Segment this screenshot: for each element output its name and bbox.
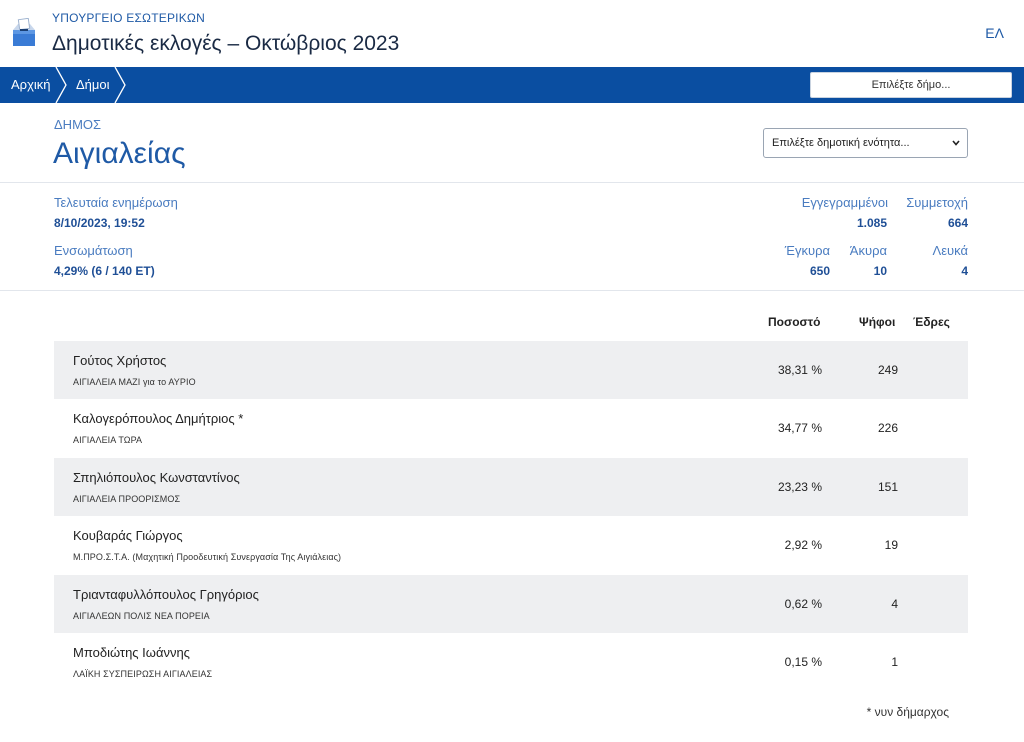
candidate-name: Τριανταφυλλόπουλος Γρηγόριος bbox=[73, 587, 259, 602]
turnout-value: 664 bbox=[947, 216, 968, 230]
ministry-name: ΥΠΟΥΡΓΕΙΟ ΕΣΩΤΕΡΙΚΩΝ bbox=[52, 11, 205, 25]
breadcrumb-home[interactable]: Αρχική bbox=[11, 77, 51, 92]
candidate-name: Γούτος Χρήστος bbox=[73, 353, 167, 368]
candidate-party: ΑΙΓΙΑΛΕΙΑ ΠΡΟΟΡΙΣΜΟΣ bbox=[73, 494, 181, 504]
candidate-name: Μποδιώτης Ιωάννης bbox=[73, 645, 190, 660]
language-switch[interactable]: ΕΛ bbox=[985, 25, 1004, 41]
ballot-box-icon[interactable] bbox=[10, 18, 38, 48]
table-row: Γούτος Χρήστος ΑΙΓΙΑΛΕΙΑ ΜΑΖΙ για το ΑΥΡ… bbox=[54, 341, 968, 399]
candidate-party: ΑΙΓΙΑΛΕΩΝ ΠΟΛΙΣ ΝΕΑ ΠΟΡΕΙΑ bbox=[73, 611, 210, 621]
integration-value: 4,29% (6 / 140 ΕΤ) bbox=[54, 264, 155, 278]
last-update-value: 8/10/2023, 19:52 bbox=[54, 216, 145, 230]
divider bbox=[0, 290, 1024, 291]
table-row: Τριανταφυλλόπουλος Γρηγόριος ΑΙΓΙΑΛΕΩΝ Π… bbox=[54, 575, 968, 633]
turnout-label: Συμμετοχή bbox=[906, 195, 968, 210]
registered-value: 1.085 bbox=[856, 216, 887, 230]
table-row: Σπηλιόπουλος Κωνσταντίνος ΑΙΓΙΑΛΕΙΑ ΠΡΟΟ… bbox=[54, 458, 968, 516]
candidate-percent: 38,31 % bbox=[777, 363, 822, 377]
candidate-party: ΑΙΓΙΑΛΕΙΑ ΤΩΡΑ bbox=[73, 435, 143, 445]
candidate-percent: 0,15 % bbox=[784, 655, 822, 669]
table-row: Μποδιώτης Ιωάννης ΛΑΪΚΗ ΣΥΣΠΕΙΡΩΣΗ ΑΙΓΙΑ… bbox=[54, 633, 968, 691]
invalid-value: 10 bbox=[873, 264, 887, 278]
candidate-votes: 19 bbox=[884, 538, 898, 552]
invalid-label: Άκυρα bbox=[849, 243, 887, 258]
municipal-unit-select-label: Επιλέξτε δημοτική ενότητα... bbox=[772, 137, 910, 149]
municipality-label: ΔΗΜΟΣ bbox=[54, 117, 102, 132]
municipality-select[interactable]: Επιλέξτε δήμο... bbox=[810, 72, 1012, 98]
breadcrumb-municipalities[interactable]: Δήμοι bbox=[76, 77, 110, 92]
candidate-votes: 4 bbox=[891, 597, 898, 611]
candidate-votes: 249 bbox=[877, 363, 898, 377]
candidate-party: ΑΙΓΙΑΛΕΙΑ ΜΑΖΙ για το ΑΥΡΙΟ bbox=[73, 377, 196, 387]
footnote: * νυν δήμαρχος bbox=[866, 705, 949, 719]
table-row: Καλογερόπουλος Δημήτριος * ΑΙΓΙΑΛΕΙΑ ΤΩΡ… bbox=[54, 399, 968, 457]
column-header-seats: Έδρες bbox=[913, 315, 950, 329]
column-header-votes: Ψήφοι bbox=[859, 315, 896, 329]
candidate-votes: 151 bbox=[877, 480, 898, 494]
candidate-percent: 0,62 % bbox=[784, 597, 822, 611]
site-header: ΥΠΟΥΡΓΕΙΟ ΕΣΩΤΕΡΙΚΩΝ Δημοτικές εκλογές –… bbox=[0, 0, 1024, 67]
candidate-party: Μ.ΠΡΟ.Σ.Τ.Α. (Μαχητική Προοδευτική Συνερ… bbox=[73, 552, 342, 562]
candidate-percent: 2,92 % bbox=[784, 538, 822, 552]
candidate-party: ΛΑΪΚΗ ΣΥΣΠΕΙΡΩΣΗ ΑΙΓΙΑΛΕΙΑΣ bbox=[73, 669, 213, 679]
municipality-name: Αιγιαλείας bbox=[53, 137, 186, 170]
chevron-down-icon bbox=[952, 140, 960, 146]
candidate-votes: 226 bbox=[877, 421, 898, 435]
candidate-name: Κουβαράς Γιώργος bbox=[73, 528, 183, 543]
last-update-label: Τελευταία ενημέρωση bbox=[54, 195, 178, 210]
blank-label: Λευκά bbox=[932, 243, 968, 258]
chevron-right-icon bbox=[114, 67, 126, 103]
page-title[interactable]: Δημοτικές εκλογές – Οκτώβριος 2023 bbox=[52, 32, 400, 55]
candidate-name: Καλογερόπουλος Δημήτριος * bbox=[73, 411, 244, 426]
candidate-percent: 23,23 % bbox=[777, 480, 822, 494]
candidate-percent: 34,77 % bbox=[777, 421, 822, 435]
registered-label: Εγγεγραμμένοι bbox=[801, 195, 888, 210]
divider bbox=[0, 182, 1024, 183]
valid-label: Έγκυρα bbox=[784, 243, 830, 258]
column-header-percent: Ποσοστό bbox=[768, 315, 821, 329]
candidate-votes: 1 bbox=[891, 655, 898, 669]
valid-value: 650 bbox=[809, 264, 830, 278]
candidate-name: Σπηλιόπουλος Κωνσταντίνος bbox=[73, 470, 240, 485]
blank-value: 4 bbox=[961, 264, 968, 278]
municipal-unit-select[interactable]: Επιλέξτε δημοτική ενότητα... bbox=[763, 128, 968, 158]
integration-label: Ενσωμάτωση bbox=[54, 243, 133, 258]
chevron-right-icon bbox=[55, 67, 67, 103]
table-row: Κουβαράς Γιώργος Μ.ΠΡΟ.Σ.Τ.Α. (Μαχητική … bbox=[54, 516, 968, 574]
